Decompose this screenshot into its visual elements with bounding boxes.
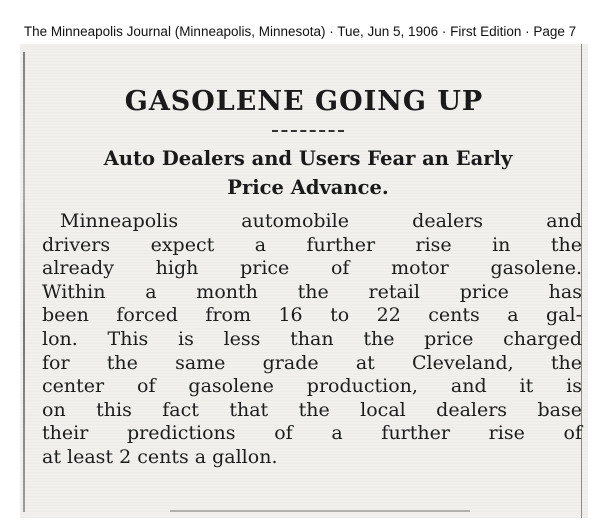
body-line: on this fact that the local dealers base [42, 398, 582, 421]
bottom-divider [170, 510, 470, 512]
article-headline: GASOLENE GOING UP [124, 86, 484, 117]
article-subhead: Auto Dealers and Users Fear an Early Pri… [38, 144, 578, 202]
body-line: already high price of motor gasolene. [42, 257, 582, 280]
subhead-line: Price Advance. [227, 176, 389, 199]
body-line: been forced from 16 to 22 cents a gal- [42, 304, 582, 327]
body-line: center of gasolene production, and it is [42, 375, 582, 398]
body-line: lon. This is less than the price charged [42, 327, 582, 350]
newspaper-clipping: GASOLENE GOING UP Auto Dealers and Users… [20, 44, 588, 518]
headline-divider [272, 130, 344, 132]
column-rule-right [581, 44, 582, 518]
body-line: at least 2 cents a gallon. [42, 445, 278, 468]
body-line: Within a month the retail price has [42, 280, 582, 303]
body-line: Minneapolis automobile dealers and [60, 210, 582, 232]
body-line: drivers expect a further rise in the [42, 233, 582, 256]
body-line: their predictions of a further rise of [42, 422, 582, 445]
source-citation: The Minneapolis Journal (Minneapolis, Mi… [23, 24, 577, 39]
subhead-line: Auto Dealers and Users Fear an Early [103, 147, 513, 170]
column-rule-left [23, 52, 25, 512]
article-body: Minneapolis automobile dealers and drive… [42, 210, 582, 470]
body-line: for the same grade at Cleveland, the [42, 351, 582, 374]
